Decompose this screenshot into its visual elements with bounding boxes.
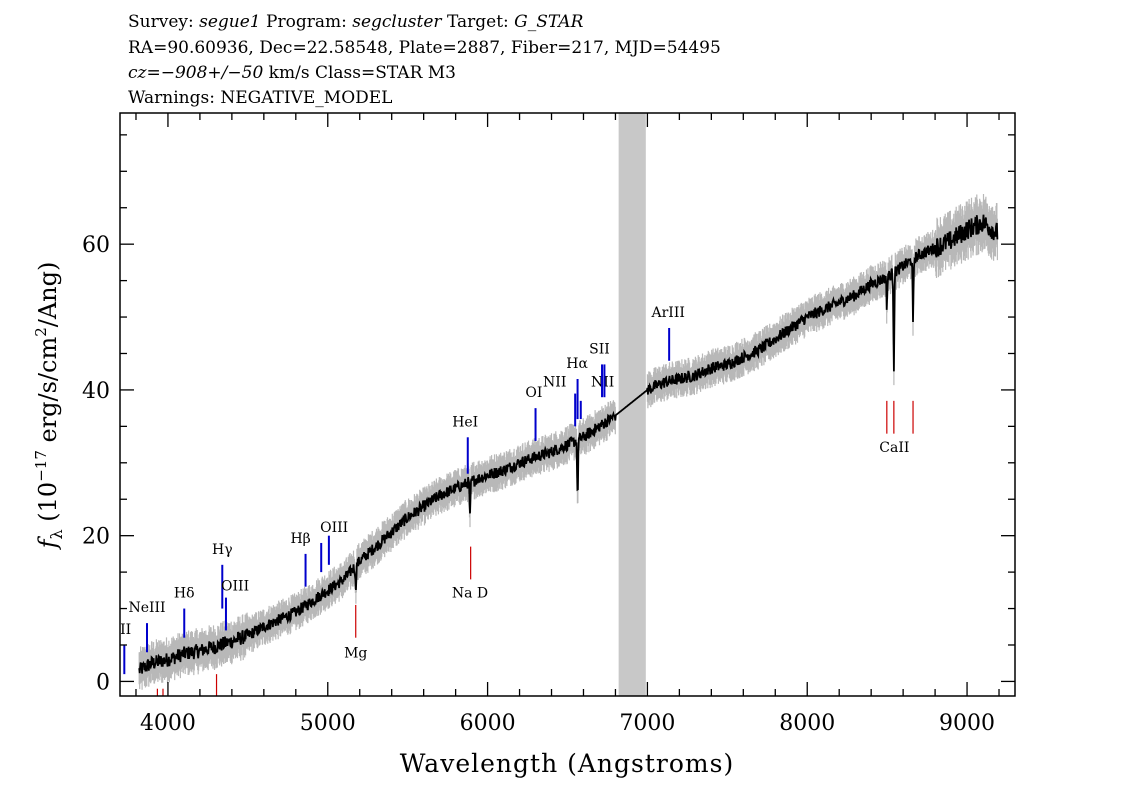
masked-wavelength-region bbox=[618, 113, 646, 696]
header-coordinates-line: RA=90.60936, Dec=22.58548, Plate=2887, F… bbox=[128, 38, 721, 58]
line-marker-label: SII bbox=[589, 341, 610, 357]
cz-eq: = bbox=[146, 63, 161, 83]
x-tick-label: 5000 bbox=[300, 711, 356, 736]
header-redshift-line: cz=−908+/−50 km/s Class=STAR M3 bbox=[128, 63, 456, 83]
line-marker-label: Mg bbox=[344, 645, 367, 661]
survey-label: Survey: bbox=[128, 12, 200, 32]
line-marker-label: OIII bbox=[221, 578, 249, 594]
line-marker-label: Hβ bbox=[290, 531, 310, 547]
header-warnings-line: Warnings: NEGATIVE_MODEL bbox=[128, 88, 393, 108]
line-marker-label: Hδ bbox=[174, 586, 195, 602]
line-marker-label: Hγ bbox=[212, 542, 233, 558]
cz-rest: km/s Class=STAR M3 bbox=[263, 63, 456, 83]
line-marker-label: HeI bbox=[452, 414, 478, 430]
x-tick-label: 8000 bbox=[779, 711, 835, 736]
x-axis-label: Wavelength (Angstroms) bbox=[400, 749, 734, 778]
cz-value: −908+/−50 bbox=[160, 63, 264, 83]
y-label-rest3: /Ang) bbox=[34, 262, 62, 328]
target-value: G_STAR bbox=[514, 12, 584, 32]
x-tick-label: 4000 bbox=[140, 711, 196, 736]
cz-label: cz bbox=[128, 63, 147, 83]
program-label: Program: bbox=[260, 12, 353, 32]
line-marker-label: Na D bbox=[452, 586, 488, 602]
y-tick-label: 40 bbox=[82, 379, 110, 404]
x-tick-label: 7000 bbox=[619, 711, 675, 736]
y-tick-label: 20 bbox=[82, 525, 110, 550]
x-tick-label: 9000 bbox=[939, 711, 995, 736]
line-marker-label: OIII bbox=[320, 520, 348, 536]
spectrum-flux-line bbox=[138, 214, 999, 674]
x-tick-label: 6000 bbox=[460, 711, 516, 736]
y-label-exp: −17 bbox=[32, 450, 50, 482]
y-axis-label: fλ (10−17 erg/s/cm2/Ang) bbox=[32, 262, 66, 551]
program-value: segcluster bbox=[352, 12, 442, 32]
line-marker-label: NII bbox=[543, 374, 566, 390]
survey-value: segue1 bbox=[199, 12, 261, 32]
line-marker-label: CaII bbox=[879, 440, 909, 456]
y-label-exp2: 2 bbox=[32, 327, 50, 337]
svg-text:fλ (10−17 erg/s/cm2/Ang): fλ (10−17 erg/s/cm2/Ang) bbox=[32, 262, 66, 551]
header-survey-line: Survey: segue1 Program: segcluster Targe… bbox=[128, 12, 583, 32]
line-marker-label: ArIII bbox=[650, 305, 684, 321]
y-tick-label: 0 bbox=[96, 670, 110, 695]
line-marker-label: OI bbox=[525, 385, 542, 401]
line-marker-label: II bbox=[120, 622, 131, 638]
plot-frame bbox=[119, 112, 1016, 697]
target-label: Target: bbox=[441, 12, 515, 32]
y-label-rest2: erg/s/cm bbox=[34, 337, 62, 451]
y-label-rest: (10 bbox=[34, 482, 62, 530]
line-marker-label: NeIII bbox=[128, 600, 165, 616]
y-tick-label: 60 bbox=[82, 233, 110, 258]
line-marker-label: Hα bbox=[566, 356, 588, 372]
y-label-sub: λ bbox=[47, 529, 66, 539]
